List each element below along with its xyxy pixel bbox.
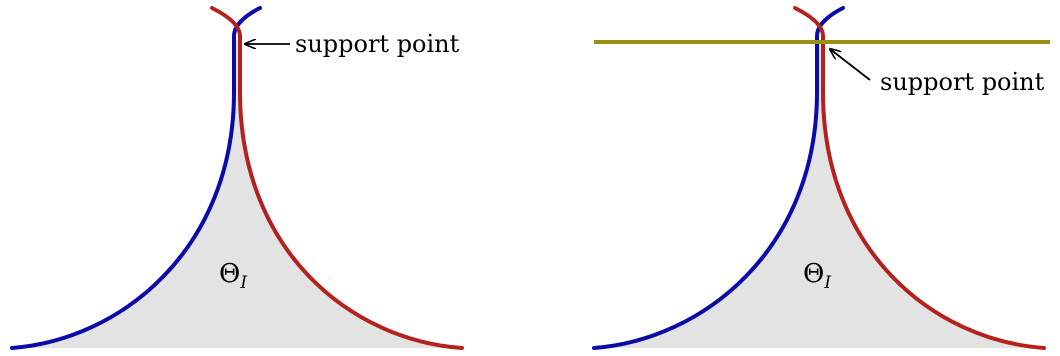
support-point-label: support point [880, 68, 1045, 96]
region-label: ΘI [803, 259, 831, 293]
identified-set-region [12, 40, 462, 348]
support-point-arrow [830, 49, 871, 81]
identified-set-region [594, 40, 1044, 348]
left-panel: ΘI support point [10, 6, 464, 350]
blue-bound-curve [10, 6, 262, 350]
red-bound-curve [793, 6, 1046, 350]
support-point-label: support point [295, 30, 460, 58]
region-label: ΘI [219, 259, 247, 293]
right-panel: ΘI support point [592, 6, 1050, 350]
red-bound-curve [210, 6, 464, 350]
blue-bound-curve [592, 6, 845, 350]
